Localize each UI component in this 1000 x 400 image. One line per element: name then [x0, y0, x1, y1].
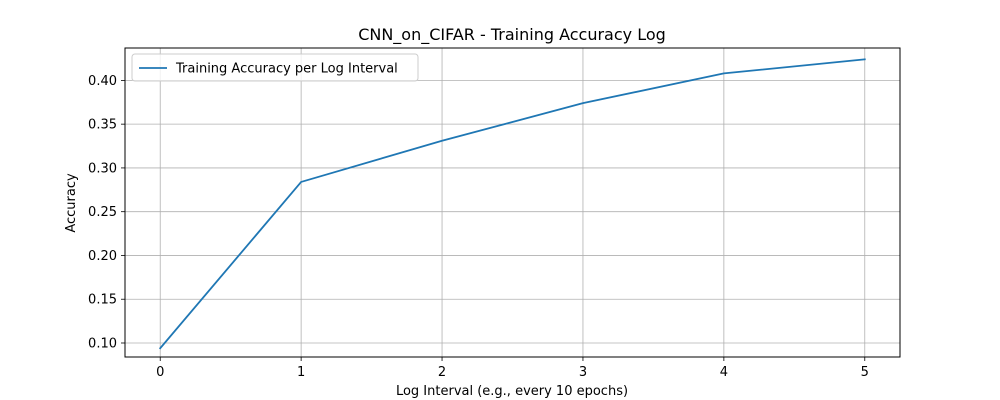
y-tick-label: 0.30: [88, 161, 117, 176]
y-tick-label: 0.10: [88, 336, 117, 351]
x-tick-label: 5: [861, 365, 869, 380]
x-tick-label: 4: [720, 365, 728, 380]
chart-title: CNN_on_CIFAR - Training Accuracy Log: [358, 25, 666, 45]
ticks-layer: 0 1 2 3 4 5 0.10 0.15 0.20 0.25 0.30 0.35 0.40: [88, 74, 869, 380]
legend-box: [131, 53, 419, 82]
x-tick-label: 2: [438, 365, 446, 380]
x-tick-label: 0: [156, 365, 164, 380]
series-line-0: [158, 58, 866, 350]
x-axis-label: Log Interval (e.g., every 10 epochs): [396, 384, 628, 399]
y-axis-label: Accuracy: [64, 173, 79, 233]
y-tick-label: 0.20: [88, 249, 117, 264]
y-tick-label: 0.40: [88, 74, 117, 89]
legend-label: Training Accuracy per Log Interval: [175, 62, 398, 77]
y-tick-label: 0.25: [88, 205, 117, 220]
y-tick-label: 0.35: [88, 118, 117, 133]
x-tick-label: 1: [297, 365, 305, 380]
legend: Training Accuracy per Log Interval: [131, 53, 419, 82]
x-tick-label: 3: [579, 365, 587, 380]
series-layer: [158, 58, 866, 350]
grid-layer: [125, 48, 900, 357]
plot-frame: [124, 47, 901, 358]
y-tick-label: 0.15: [88, 293, 117, 308]
